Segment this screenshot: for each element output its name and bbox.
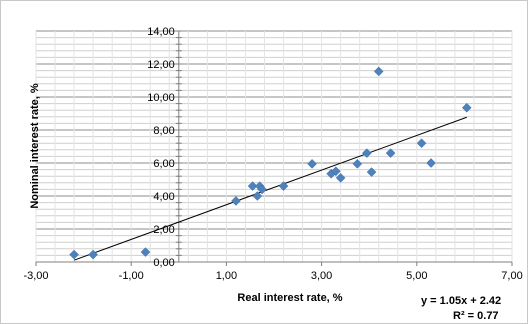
data-point bbox=[373, 66, 384, 77]
y-tick-label: 12,00 bbox=[147, 59, 175, 71]
data-point bbox=[307, 158, 317, 169]
x-tick-label: 7,00 bbox=[501, 270, 522, 282]
trend-line-segment bbox=[73, 116, 467, 261]
data-point bbox=[331, 166, 341, 177]
data-point bbox=[461, 102, 472, 113]
x-tick-label: 5,00 bbox=[406, 270, 427, 282]
data-point bbox=[88, 249, 98, 260]
y-tick-label: 8,00 bbox=[153, 125, 174, 137]
x-tick-labels: -3,00 -1,00 1,00 3,00 5,00 7,00 bbox=[23, 270, 522, 282]
x-axis-title: Real interest rate, % bbox=[237, 292, 342, 304]
x-tick-label: -3,00 bbox=[23, 270, 48, 282]
data-point bbox=[366, 167, 377, 177]
y-tick-label: 4,00 bbox=[153, 191, 174, 203]
y-tick-label: 10,00 bbox=[147, 92, 175, 104]
data-point bbox=[140, 247, 151, 257]
x-tick-label: -1,00 bbox=[119, 270, 144, 282]
data-point bbox=[352, 158, 363, 169]
y-tick-label: 0,00 bbox=[153, 257, 174, 269]
gridlines bbox=[35, 30, 513, 263]
y-tick-label: 2,00 bbox=[153, 224, 174, 236]
trend-line bbox=[73, 116, 467, 261]
data-point bbox=[416, 138, 427, 149]
data-point bbox=[257, 184, 267, 195]
data-point bbox=[335, 172, 346, 183]
data-point bbox=[426, 158, 436, 168]
y-tick-label: 14,00 bbox=[147, 26, 175, 38]
axes bbox=[35, 30, 513, 266]
data-point bbox=[385, 148, 396, 158]
data-point bbox=[69, 249, 79, 260]
x-tick-label: 1,00 bbox=[216, 270, 237, 282]
data-point bbox=[361, 148, 372, 158]
data-points bbox=[69, 66, 472, 260]
data-point bbox=[231, 196, 241, 206]
data-point bbox=[252, 191, 263, 201]
y-tick-label: 6,00 bbox=[153, 158, 174, 170]
trend-r-squared: R² = 0.77 bbox=[453, 310, 499, 322]
y-axis-title: Nominal interest rate, % bbox=[29, 83, 41, 209]
data-point bbox=[247, 181, 258, 191]
y-tick-labels: 0,00 2,00 4,00 6,00 8,00 10,00 12,00 14,00 bbox=[147, 26, 175, 269]
data-point bbox=[278, 181, 289, 191]
x-tick-label: 3,00 bbox=[311, 270, 332, 282]
trend-equation: y = 1.05x + 2.42 bbox=[421, 295, 501, 307]
